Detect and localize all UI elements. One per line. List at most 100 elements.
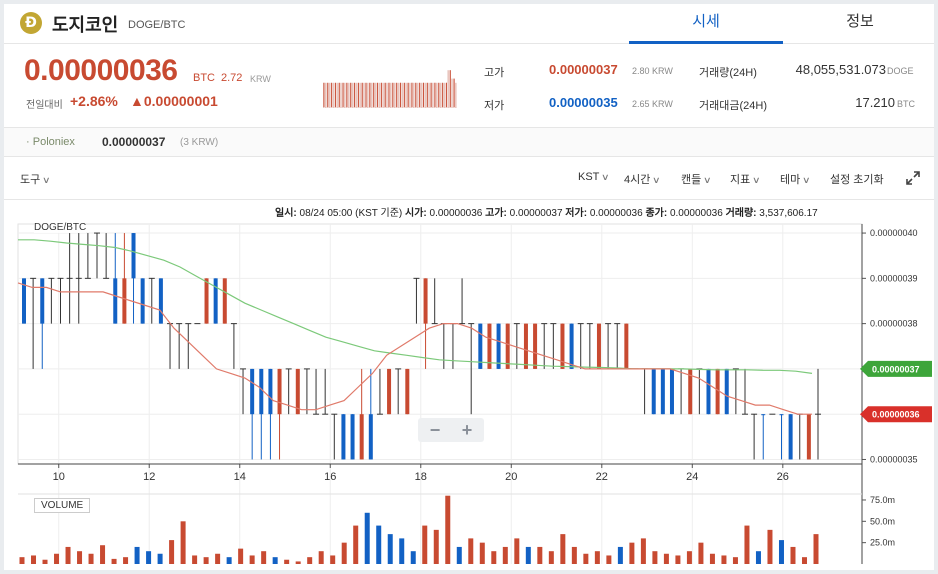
volume-bar [813, 534, 819, 564]
volume-bar [192, 555, 198, 564]
candle-body [660, 368, 665, 415]
sparkline-bar [443, 82, 446, 108]
exchange-krw: (3 KRW) [180, 137, 219, 148]
volume-bar [31, 555, 37, 564]
volume-bar [249, 555, 255, 564]
exchange-name: · Poloniex [26, 136, 75, 148]
chevron-down-icon: ∨ [652, 175, 661, 185]
candle-body [204, 278, 209, 324]
volume-bar [353, 525, 359, 564]
price-tag-current-shape [860, 406, 932, 423]
volume-bar [456, 546, 462, 564]
amount-unit: BTC [897, 99, 915, 109]
zoom-in-button[interactable]: + [461, 420, 473, 440]
volume-bar [617, 546, 623, 564]
volume-bar [203, 557, 209, 564]
theme-dropdown[interactable]: 테마 ∨ [780, 174, 811, 186]
high-value: 0.00000037 [549, 62, 618, 77]
sparkline-bar [351, 82, 354, 108]
volume-bar [111, 558, 117, 564]
vol-tick-label: 50.0m [870, 516, 895, 526]
exchange-row[interactable]: · Poloniex 0.00000037 (3 KRW) [4, 127, 934, 157]
volume-bar [560, 534, 566, 564]
high-krw: 2.80 KRW [632, 66, 673, 76]
volume-bar [54, 553, 60, 564]
price-tag-current: 0.00000036 [860, 406, 932, 423]
candle-body [359, 414, 364, 460]
amount-value: 17.210 [855, 95, 895, 110]
volume-bar [19, 557, 25, 564]
sparkline-bar [432, 82, 434, 108]
chart-toolbar: 도구 ∨ KST ∨ 4시간 ∨ 캔들 ∨ 지표 ∨ 테마 ∨ 설정 초기화 [4, 158, 934, 200]
sparkline-bar [328, 82, 331, 108]
candle-body [277, 368, 282, 415]
candle-body [523, 323, 528, 369]
tools-dropdown[interactable]: 도구 ∨ [20, 174, 51, 186]
chevron-down-icon: ∨ [752, 175, 761, 185]
x-tick-label: 24 [686, 471, 698, 483]
candle-body [669, 368, 674, 415]
sparkline-bar [370, 82, 373, 108]
sparkline-bar [324, 82, 327, 108]
current-price: 0.00000036 [24, 54, 178, 87]
volume-bar [767, 529, 773, 564]
volume-bar [525, 546, 531, 564]
sparkline-bar [412, 82, 415, 108]
volume-bar [640, 538, 646, 564]
volume-bar [594, 551, 600, 564]
volume-bar [134, 546, 140, 564]
volume-bar [65, 546, 71, 564]
sparkline-bar [378, 82, 381, 108]
candle-body [505, 323, 510, 369]
chevron-down-icon: ∨ [802, 175, 811, 185]
vol-tick-label: 75.0m [870, 495, 895, 505]
volume-bar [77, 551, 83, 564]
reset-settings-button[interactable]: 설정 초기화 [830, 174, 884, 186]
volume-bar [548, 551, 554, 564]
y-tick-label: 0.00000035 [870, 454, 918, 464]
candle-body [761, 414, 766, 416]
candle-body [387, 368, 392, 415]
timezone-dropdown[interactable]: KST ∨ [578, 171, 610, 183]
zoom-out-button[interactable]: − [429, 420, 441, 440]
volume-bar [686, 551, 692, 564]
volume-bar [468, 538, 474, 564]
candle-body [350, 414, 355, 460]
sparkline-bar [359, 82, 361, 108]
fullscreen-icon[interactable] [906, 171, 920, 185]
sparkline-bar [390, 82, 392, 108]
tab-market-price[interactable]: 시세 [629, 4, 783, 44]
indicator-dropdown[interactable]: 지표 ∨ [730, 174, 761, 186]
volume-bar [755, 551, 761, 564]
price-unit: BTC [193, 72, 215, 84]
tab-info[interactable]: 정보 [846, 13, 874, 30]
candle-body [295, 368, 300, 415]
interval-dropdown[interactable]: 4시간 ∨ [624, 174, 661, 186]
candlestick-chart[interactable]: 0.00000040 0.00000039 0.00000038 0.00000037… [4, 214, 934, 570]
x-tick-label: 18 [415, 471, 427, 483]
candle-body [596, 323, 601, 369]
exchange-price: 0.00000037 [102, 135, 166, 149]
volume-bar [295, 561, 301, 564]
candle-body [569, 323, 574, 369]
candle-body [268, 368, 273, 415]
volume-bar [433, 529, 439, 564]
sparkline-bar [367, 82, 369, 108]
change-absolute: ▲0.00000001 [130, 93, 218, 109]
candle-body [213, 278, 218, 324]
candle-body [779, 414, 784, 416]
candle-dropdown[interactable]: 캔들 ∨ [681, 174, 712, 186]
price-chart[interactable]: 0.00000040 0.00000039 0.00000038 0.00000037… [4, 214, 934, 570]
candle-body [496, 323, 501, 369]
volume-bar [330, 555, 336, 564]
candle-body [487, 323, 492, 369]
ma-slow-line [18, 239, 813, 374]
volume-bar [88, 553, 94, 564]
candle-body [250, 368, 255, 415]
volume-bar [376, 525, 382, 564]
candle-body [788, 414, 793, 460]
candle-body [368, 414, 373, 460]
candle-body [22, 278, 26, 324]
price-krw-unit: KRW [250, 74, 271, 84]
header: Ð 도지코인 DOGE/BTC 시세 정보 [4, 4, 934, 44]
